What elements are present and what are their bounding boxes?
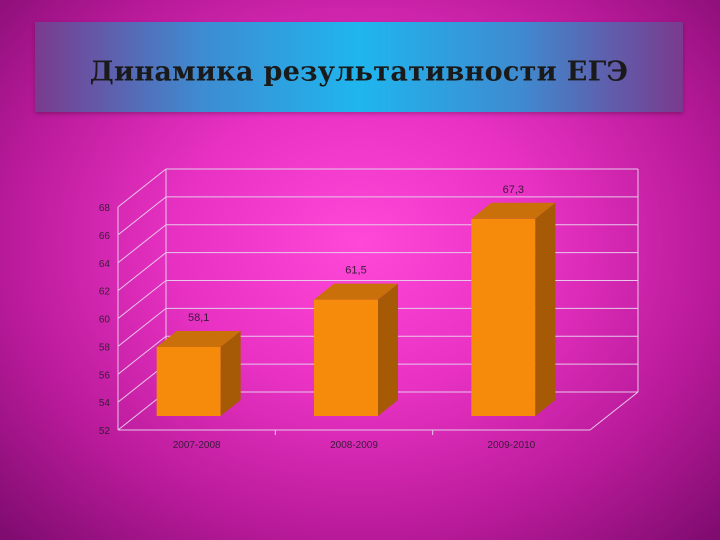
y-tick-label: 62 (99, 287, 111, 298)
y-tick-label: 52 (99, 426, 111, 437)
bar-side (378, 283, 398, 416)
bar (471, 218, 536, 416)
data-label: 67,3 (503, 184, 524, 196)
y-tick-label: 60 (99, 315, 111, 326)
y-tick-label: 64 (99, 259, 111, 270)
x-tick-label: 2009-2010 (487, 440, 535, 451)
y-tick-label: 54 (99, 398, 111, 409)
gridline-diagonal (117, 280, 167, 319)
bar-side (220, 330, 241, 416)
gridline-diagonal (117, 335, 167, 375)
x-tick-label: 2007-2008 (173, 440, 221, 451)
bar (314, 299, 378, 416)
gridline-diagonal (117, 224, 167, 264)
bar-top (471, 202, 556, 219)
bar-top (314, 283, 398, 300)
gridline-diagonal (117, 307, 167, 347)
bar-top (156, 330, 241, 347)
slide-title: Динамика результативности ЕГЭ (89, 56, 629, 88)
data-label: 61,5 (345, 265, 366, 277)
floor-edge (589, 391, 639, 431)
x-tick-label: 2008-2009 (330, 440, 378, 451)
y-tick-label: 66 (99, 231, 111, 242)
y-tick-label: 56 (99, 370, 111, 381)
gridline-diagonal (117, 252, 167, 292)
gridline-diagonal (117, 196, 167, 236)
bar-side (535, 202, 556, 416)
gridline-diagonal (117, 168, 167, 208)
bar (156, 346, 221, 416)
data-label: 58,1 (188, 312, 209, 324)
y-tick-label: 68 (99, 203, 111, 214)
title-bar: Динамика результативности ЕГЭ (35, 22, 683, 112)
y-tick-label: 58 (99, 342, 111, 353)
